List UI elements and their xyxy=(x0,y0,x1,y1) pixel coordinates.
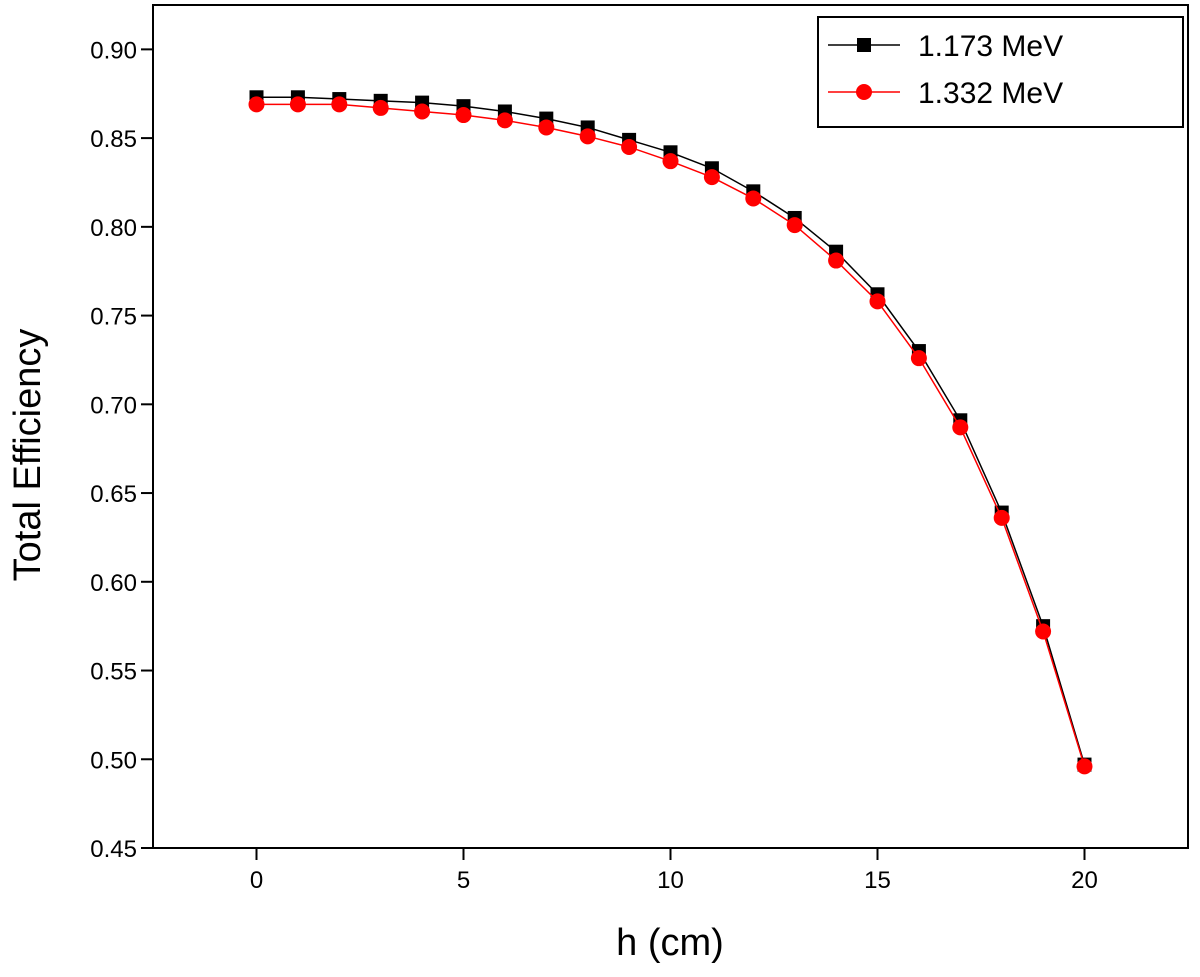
data-point xyxy=(538,119,555,136)
data-point xyxy=(331,96,348,113)
y-axis-title: Total Efficiency xyxy=(7,329,49,582)
y-tick-label: 0.60 xyxy=(90,570,137,597)
y-tick-label: 0.80 xyxy=(90,215,137,242)
y-tick-label: 0.90 xyxy=(90,37,137,64)
data-point xyxy=(579,128,596,145)
legend-box xyxy=(817,16,1184,128)
x-tick-label: 10 xyxy=(657,867,684,894)
series-2 xyxy=(248,96,1093,775)
plot-frame xyxy=(152,4,1189,849)
data-point xyxy=(414,103,431,120)
y-tick-label: 0.65 xyxy=(90,481,137,508)
data-point xyxy=(745,190,762,207)
data-point xyxy=(496,112,513,129)
data-point xyxy=(289,96,306,113)
y-axis: 0.45 0.50 0.55 0.60 0.65 0.70 0.75 0.80 0.85 0.90 xyxy=(90,37,153,863)
data-point xyxy=(621,138,638,155)
data-point xyxy=(869,293,886,310)
y-tick-label: 0.55 xyxy=(90,659,137,686)
data-point xyxy=(1076,758,1093,775)
x-axis-title: h (cm) xyxy=(616,922,724,964)
x-tick-label: 5 xyxy=(457,867,470,894)
data-point xyxy=(828,252,845,269)
data-point xyxy=(786,217,803,234)
legend-marker-2 xyxy=(856,84,872,100)
data-point xyxy=(662,153,679,170)
y-tick-label: 0.45 xyxy=(90,836,137,863)
y-tick-label: 0.85 xyxy=(90,126,137,153)
data-point xyxy=(952,419,969,436)
data-point xyxy=(993,509,1010,526)
data-point xyxy=(455,107,472,124)
legend-label-2: 1.332 MeV xyxy=(918,77,1063,110)
legend-label-1: 1.173 MeV xyxy=(918,30,1063,63)
data-point xyxy=(1035,623,1052,640)
x-tick-label: 0 xyxy=(250,867,263,894)
legend: 1.173 MeV 1.332 MeV xyxy=(817,16,1184,128)
x-axis: 0 5 10 15 20 xyxy=(250,848,1098,894)
y-tick-label: 0.50 xyxy=(90,747,137,774)
y-tick-label: 0.75 xyxy=(90,304,137,331)
data-point xyxy=(248,96,265,113)
data-point xyxy=(910,350,927,367)
series-layer xyxy=(248,90,1093,775)
y-tick-label: 0.70 xyxy=(90,392,137,419)
x-tick-label: 15 xyxy=(864,867,891,894)
data-point xyxy=(372,99,389,116)
x-tick-label: 20 xyxy=(1071,867,1098,894)
legend-marker-1 xyxy=(857,38,871,52)
data-point xyxy=(703,169,720,186)
